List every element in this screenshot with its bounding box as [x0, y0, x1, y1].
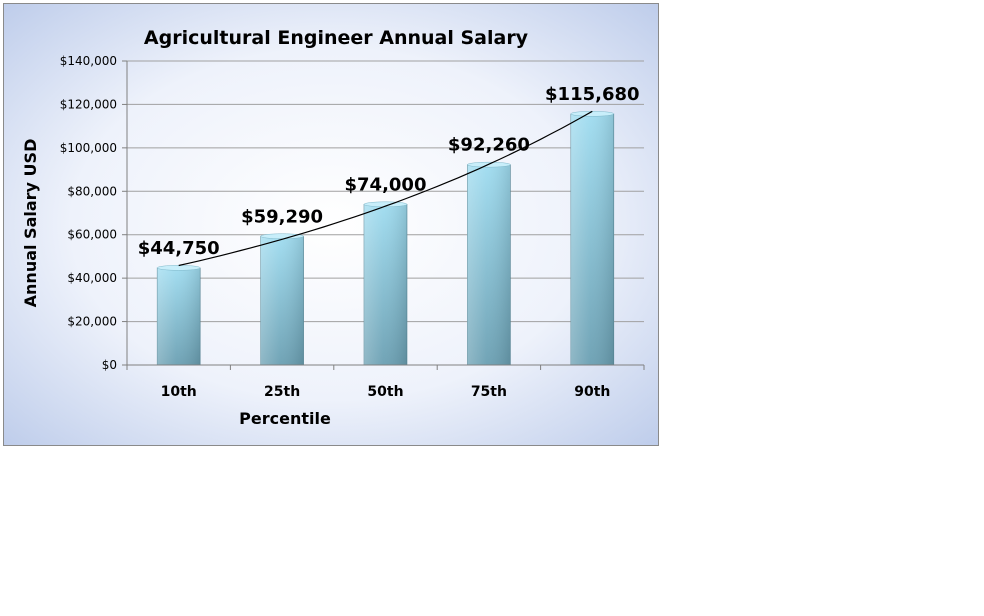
x-tick-label: 90th — [574, 384, 610, 400]
data-label: $59,290 — [241, 206, 323, 227]
x-axis-label: Percentile — [239, 409, 331, 428]
bar-shade — [364, 204, 407, 365]
y-tick-label: $120,000 — [60, 97, 117, 111]
data-label: $44,750 — [138, 238, 220, 259]
chart-frame: Agricultural Engineer Annual Salary $0 $2… — [3, 3, 659, 446]
bar-shade — [467, 164, 511, 365]
x-axis-ticks: 10th 25th 50th 75th 90th — [126, 365, 645, 400]
y-tick-label: $100,000 — [60, 141, 117, 155]
y-axis-label: Annual Salary USD — [21, 139, 40, 308]
bar-top-cap — [570, 111, 615, 117]
x-tick-label: 25th — [264, 384, 300, 400]
bar-shade — [260, 236, 304, 365]
gridlines — [127, 60, 644, 323]
bar-top-cap — [363, 201, 408, 208]
y-tick-label: $20,000 — [67, 315, 117, 329]
y-tick-label: $0 — [102, 358, 117, 372]
data-labels: $44,750 $59,290 $74,000 $92,260 $115,680 — [138, 84, 640, 259]
data-label: $92,260 — [448, 135, 530, 156]
data-label: $115,680 — [545, 84, 640, 105]
data-label: $74,000 — [345, 174, 427, 195]
y-tick-label: $80,000 — [67, 184, 117, 198]
bar-top-cap — [156, 265, 201, 271]
y-tick-label: $40,000 — [67, 271, 117, 285]
x-tick-label: 10th — [161, 384, 197, 400]
chart-title: Agricultural Engineer Annual Salary — [144, 27, 529, 49]
trendline — [178, 110, 593, 267]
bar-chart: Agricultural Engineer Annual Salary $0 $2… — [3, 3, 659, 446]
y-tick-label: $60,000 — [67, 228, 117, 242]
x-tick-label: 75th — [471, 384, 507, 400]
y-axis-ticks: $0 $20,000 $40,000 $60,000 $80,000 $100,000 $1… — [60, 54, 127, 372]
bar-shade — [157, 267, 201, 365]
y-tick-label: $140,000 — [60, 54, 117, 68]
bars — [156, 111, 615, 366]
x-tick-label: 50th — [367, 384, 403, 400]
bar-shade — [570, 113, 614, 365]
